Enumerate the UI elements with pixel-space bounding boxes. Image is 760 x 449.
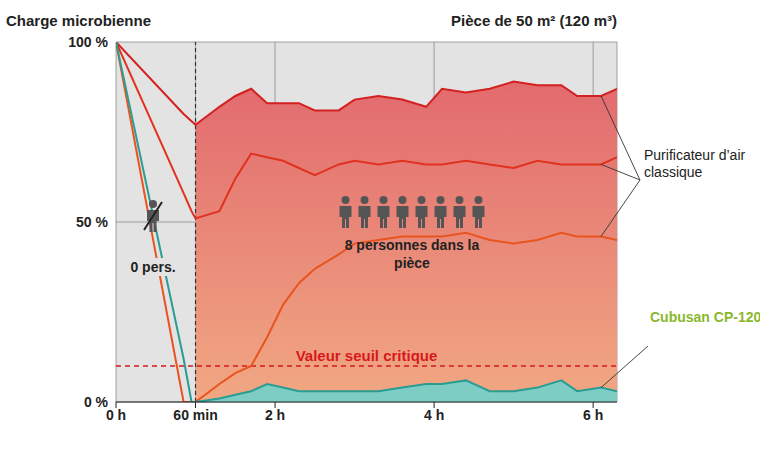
svg-text:60 min: 60 min (173, 407, 217, 423)
html-text:Pièce de 50 m² (120 m³): Pièce de 50 m² (120 m³) (451, 12, 617, 29)
svg-text:4 h: 4 h (424, 407, 444, 423)
svg-text:0 %: 0 % (84, 394, 109, 410)
svg-text:50 %: 50 % (76, 214, 108, 230)
svg-text:Valeur seuil critique: Valeur seuil critique (296, 347, 438, 364)
html-text:Purificateur d’air classique: Purificateur d’air classique (644, 147, 746, 180)
html-text:Charge microbienne: Charge microbienne (6, 12, 151, 29)
html-text:0 pers.: 0 pers. (130, 259, 176, 275)
svg-text:100 %: 100 % (68, 34, 108, 50)
svg-text:6 h: 6 h (583, 407, 603, 423)
svg-text:2 h: 2 h (265, 407, 285, 423)
html-text:8 personnes dans la pièce: 8 personnes dans la pièce (344, 237, 480, 271)
svg-text:0 h: 0 h (106, 407, 126, 423)
